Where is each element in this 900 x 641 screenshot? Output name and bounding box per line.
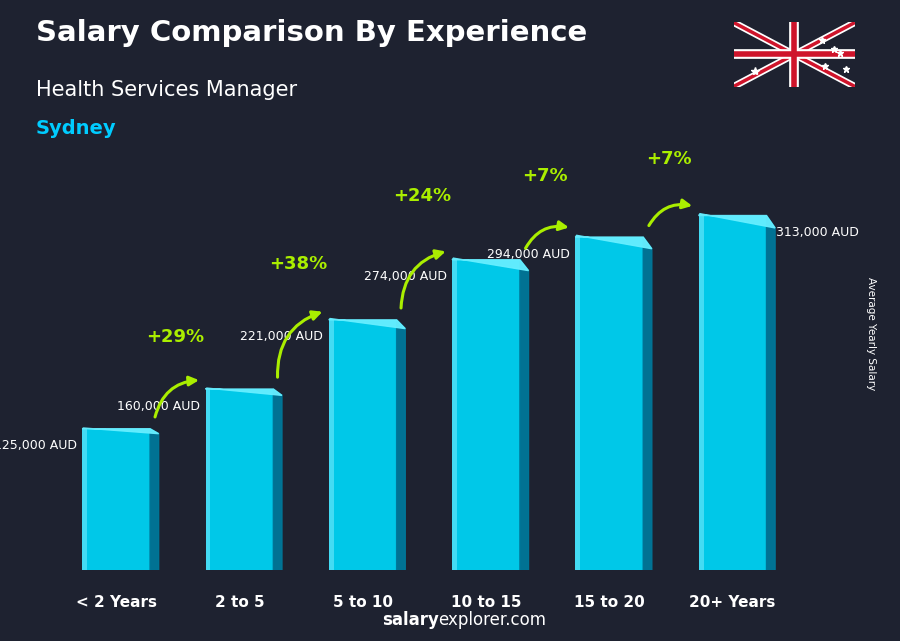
- Text: 313,000 AUD: 313,000 AUD: [776, 226, 859, 239]
- Polygon shape: [397, 320, 405, 570]
- Polygon shape: [767, 215, 775, 570]
- Bar: [205, 389, 274, 570]
- FancyArrowPatch shape: [649, 200, 688, 226]
- Polygon shape: [274, 389, 282, 570]
- Text: +7%: +7%: [522, 167, 568, 185]
- Bar: [452, 260, 520, 570]
- Text: 10 to 15: 10 to 15: [451, 595, 521, 610]
- Text: 20+ Years: 20+ Years: [689, 595, 776, 610]
- FancyArrowPatch shape: [401, 251, 443, 308]
- FancyArrowPatch shape: [277, 312, 320, 377]
- Text: 5 to 10: 5 to 10: [333, 595, 392, 610]
- Polygon shape: [205, 388, 282, 395]
- Text: +24%: +24%: [392, 187, 451, 205]
- Polygon shape: [575, 235, 652, 249]
- Bar: [328, 320, 397, 570]
- Text: Salary Comparison By Experience: Salary Comparison By Experience: [36, 19, 587, 47]
- Text: explorer.com: explorer.com: [438, 612, 546, 629]
- Text: +29%: +29%: [147, 328, 204, 346]
- FancyArrowPatch shape: [526, 222, 565, 248]
- Polygon shape: [82, 428, 158, 434]
- Text: salary: salary: [382, 612, 439, 629]
- Polygon shape: [520, 260, 528, 570]
- Text: < 2 Years: < 2 Years: [76, 595, 157, 610]
- Text: 125,000 AUD: 125,000 AUD: [0, 439, 76, 453]
- Polygon shape: [150, 429, 158, 570]
- Bar: [575, 237, 644, 570]
- Bar: [698, 215, 704, 570]
- Text: +38%: +38%: [269, 255, 328, 273]
- Bar: [82, 429, 150, 570]
- Polygon shape: [328, 319, 405, 329]
- Text: 160,000 AUD: 160,000 AUD: [117, 399, 200, 413]
- Polygon shape: [698, 213, 775, 228]
- Text: Sydney: Sydney: [36, 119, 117, 138]
- Text: 274,000 AUD: 274,000 AUD: [364, 271, 446, 283]
- Bar: [82, 429, 87, 570]
- Text: 221,000 AUD: 221,000 AUD: [240, 330, 323, 344]
- Bar: [205, 389, 211, 570]
- FancyArrowPatch shape: [155, 377, 195, 417]
- Bar: [328, 320, 334, 570]
- Bar: [575, 237, 580, 570]
- Bar: [452, 260, 457, 570]
- Polygon shape: [644, 237, 652, 570]
- Text: Average Yearly Salary: Average Yearly Salary: [866, 277, 877, 390]
- Text: 294,000 AUD: 294,000 AUD: [487, 247, 570, 261]
- Polygon shape: [452, 258, 528, 271]
- Text: 2 to 5: 2 to 5: [214, 595, 265, 610]
- Text: 15 to 20: 15 to 20: [574, 595, 644, 610]
- Text: Health Services Manager: Health Services Manager: [36, 80, 297, 100]
- Text: +7%: +7%: [645, 150, 691, 168]
- Bar: [698, 215, 767, 570]
